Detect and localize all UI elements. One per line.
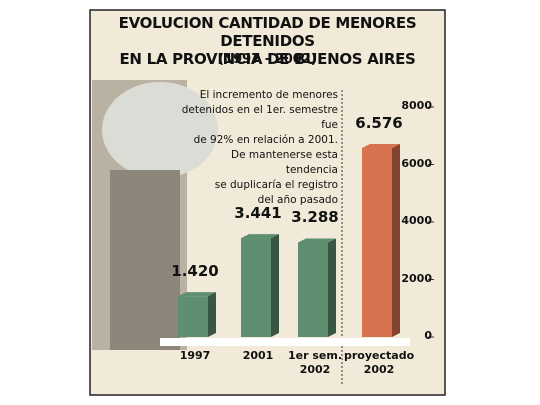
y-tick-label: 6000 [401, 156, 432, 170]
bar-top [362, 143, 400, 148]
y-tick-label: 2000 [401, 271, 432, 285]
chart-subtitle: (1997 - 2002) [218, 52, 317, 67]
y-tick-label: 0 [424, 329, 432, 342]
x-tick-label: 1er sem. 2002 [287, 349, 343, 376]
y-tick-label: 8000 [401, 99, 432, 112]
base [160, 338, 410, 346]
bar-side [208, 292, 216, 337]
bar-side [392, 143, 400, 337]
bar-side [271, 234, 279, 337]
chart-title: EVOLUCION CANTIDAD DE MENORES DETENIDOS … [118, 14, 417, 68]
bar-top [178, 292, 216, 297]
bar-top [298, 238, 336, 243]
x-tick-label: 1997 [179, 349, 211, 362]
x-tick-label: 2001 [242, 349, 274, 362]
value-label: 3.441 [234, 204, 282, 223]
bar [298, 242, 328, 337]
bar [362, 147, 392, 337]
x-tick-label: proyectado 2002 [344, 349, 415, 376]
bar [241, 238, 271, 337]
y-tick-label: 4000 [401, 214, 432, 227]
bar-side [328, 238, 336, 337]
photo-figure [102, 82, 218, 178]
bar [178, 296, 208, 337]
value-label: 1.420 [171, 262, 219, 281]
value-label: 3.288 [291, 208, 339, 227]
bar-top [241, 234, 279, 239]
value-label: 6.576 [355, 113, 403, 132]
photo-figure [110, 170, 180, 350]
annotation: El incremento de menores detenidos en el… [181, 89, 338, 206]
